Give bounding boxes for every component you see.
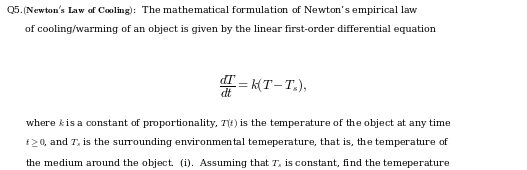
Text: $t \geq 0$, and $T_s$ is the surrounding environmental temeperature, that is, th: $t \geq 0$, and $T_s$ is the surrounding… [25,136,450,149]
Text: of cooling/warming of an object is given by the linear first-order differential : of cooling/warming of an object is given… [25,25,436,34]
Text: Q5.: Q5. [7,5,24,14]
Text: the medium around the object.  (i).  Assuming that $T_s$ is constant, find the t: the medium around the object. (i). Assum… [25,156,451,170]
Text: where $k$ is a constant of proportionality, $T(t)$ is the temperature of the obj: where $k$ is a constant of proportionali… [25,117,452,130]
Text: $\mathbf{(Newton's\ Law\ of\ Cooling)}$:  The mathematical formulation of Newton: $\mathbf{(Newton's\ Law\ of\ Cooling)}$:… [22,5,418,18]
Text: $\dfrac{dT}{dt} = k(T - T_s),$: $\dfrac{dT}{dt} = k(T - T_s),$ [219,74,308,100]
